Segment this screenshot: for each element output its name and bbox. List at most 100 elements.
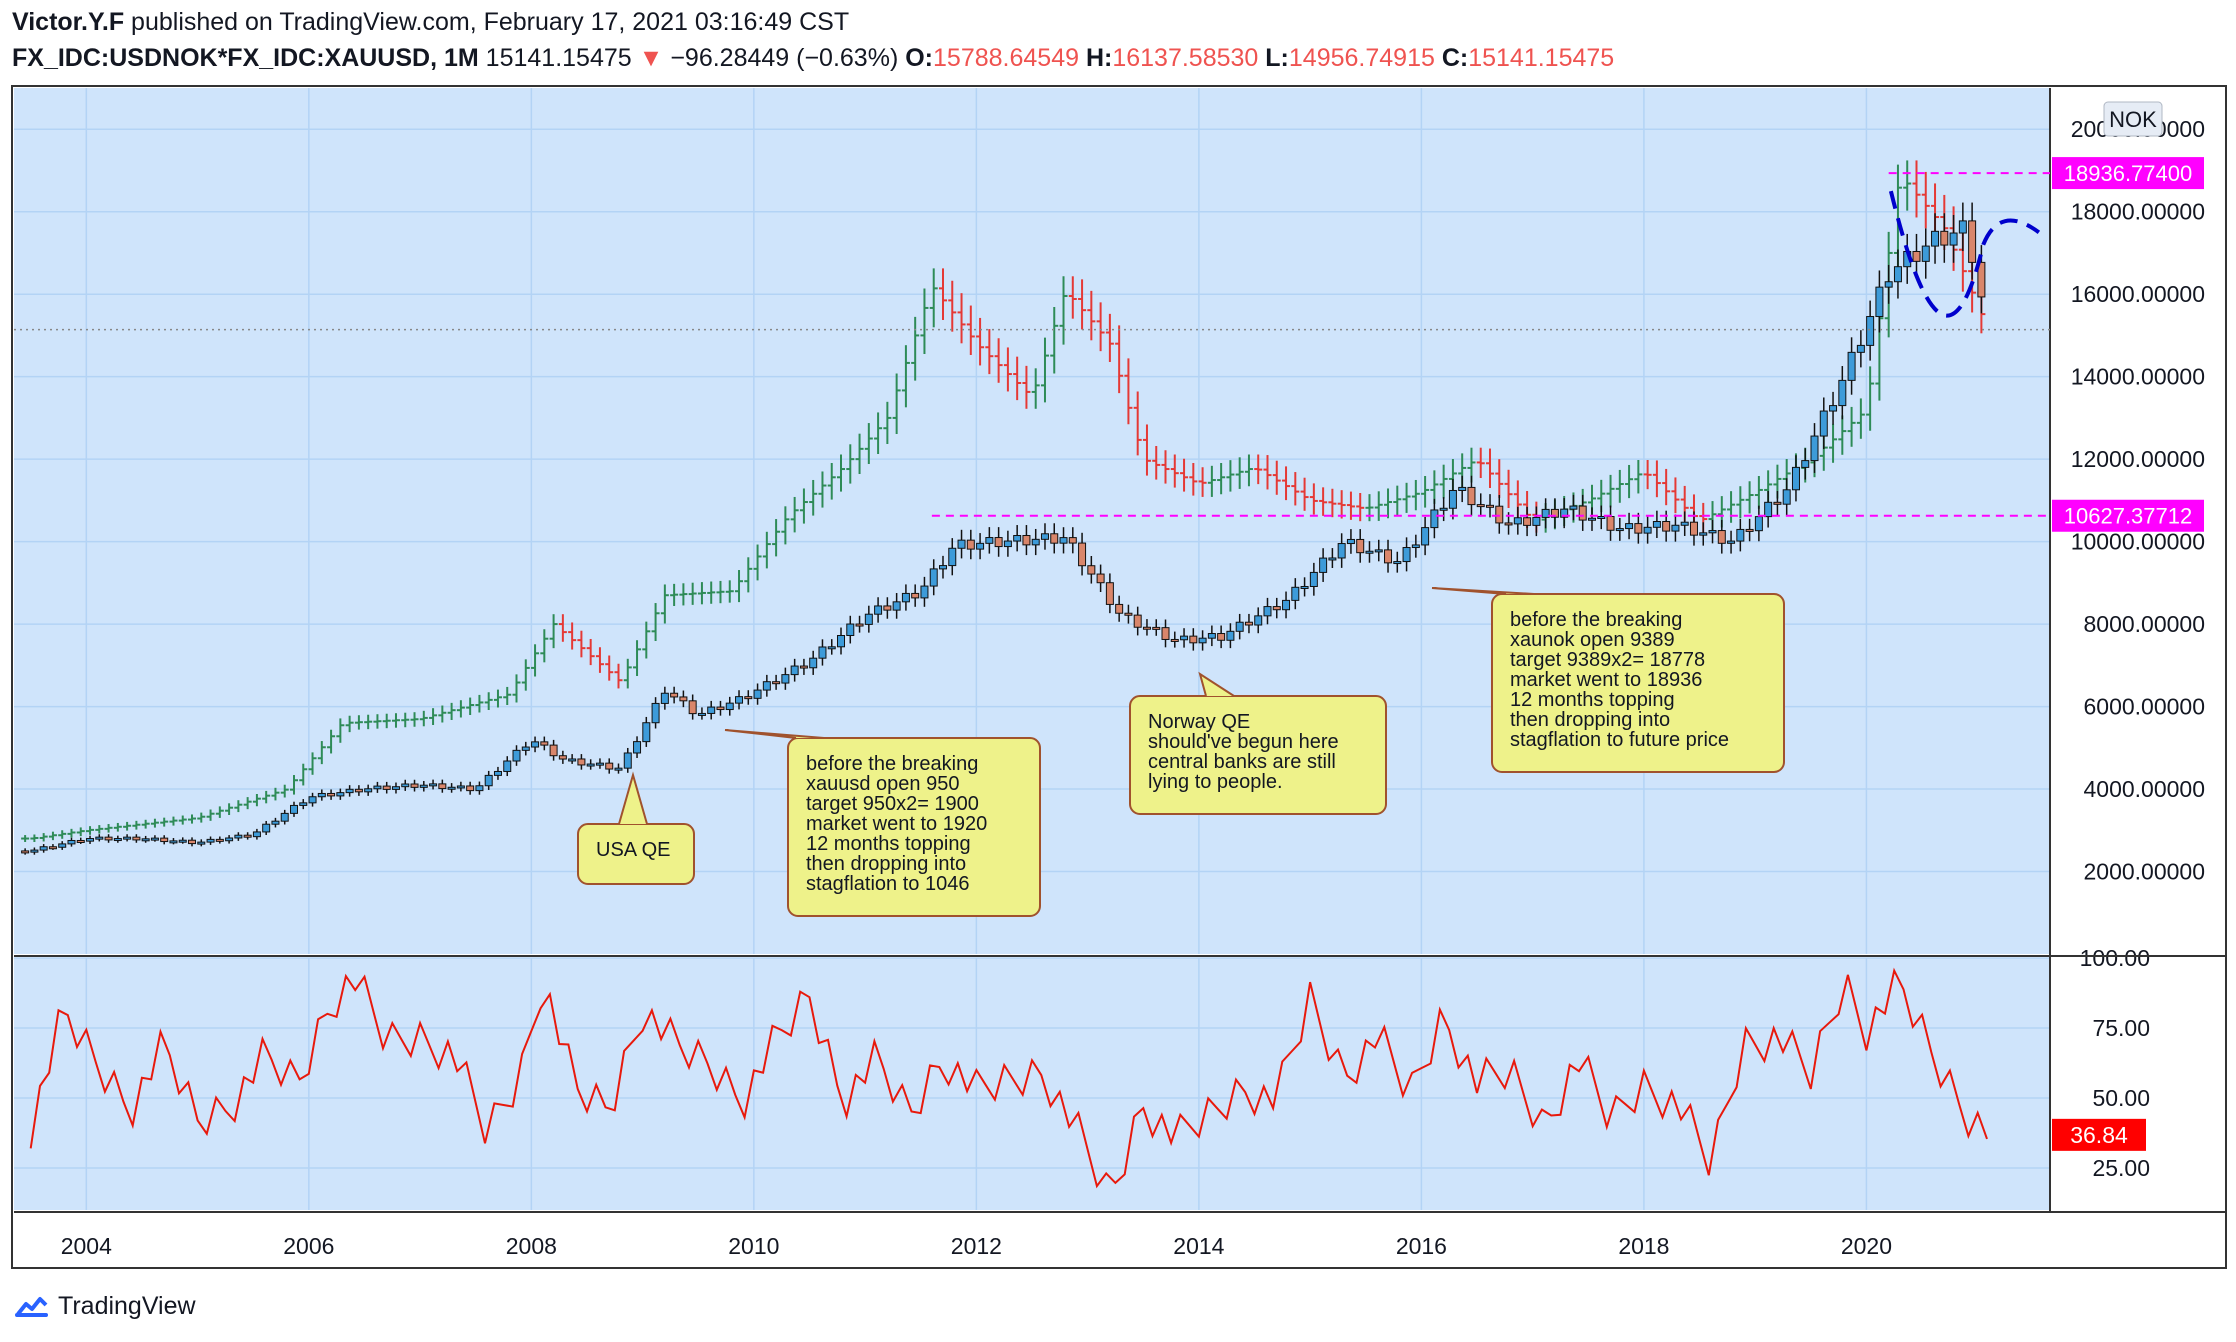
candle-body	[697, 712, 706, 716]
open-label: O:	[905, 44, 934, 72]
candle-body	[1801, 460, 1810, 468]
candle-body	[1300, 585, 1309, 589]
rsi-line[interactable]	[29, 967, 1988, 1189]
candle-body	[21, 850, 30, 854]
candle-body	[1031, 538, 1040, 546]
candle-body	[1597, 515, 1606, 519]
candle-body	[169, 840, 178, 844]
candle-body	[1652, 521, 1661, 528]
candle-body	[1680, 521, 1689, 526]
candle-body	[938, 565, 947, 570]
candle-body	[178, 839, 187, 843]
candle-body	[475, 785, 484, 792]
candle-body	[753, 689, 762, 699]
candle-body	[846, 623, 855, 637]
candle-body	[1198, 637, 1207, 644]
candle-body	[1495, 505, 1504, 524]
candle-body	[456, 785, 465, 789]
candle-body	[1829, 405, 1838, 412]
candle-body	[1467, 486, 1476, 506]
footer-brand[interactable]: TradingView	[14, 1292, 196, 1321]
candle-body	[364, 788, 373, 793]
candle-body	[1634, 523, 1643, 534]
candle-body	[586, 763, 595, 767]
candle-body	[614, 767, 623, 771]
candle-body	[262, 823, 271, 833]
tradingview-logo-icon	[15, 1296, 48, 1317]
candle-body	[837, 635, 846, 648]
candle-body	[1745, 528, 1754, 532]
candle-body	[1059, 537, 1068, 544]
candle-body	[1717, 530, 1726, 544]
annotation-usa-qe[interactable]: USA QE	[577, 771, 695, 885]
candle-body	[735, 696, 744, 704]
candle-body	[623, 752, 632, 769]
candle-body	[1235, 621, 1244, 632]
candle-body	[345, 788, 354, 794]
candle-body	[1040, 533, 1049, 540]
candle-body	[336, 792, 345, 797]
candle-body	[549, 744, 558, 757]
y-tick-label: 8000.00000	[2083, 611, 2205, 637]
candle-body	[1374, 549, 1383, 553]
y-tick-label: 2000.00000	[2083, 859, 2205, 885]
close-value: 15141.15475	[1468, 44, 1615, 72]
callout-text-line: xauusd open 950	[806, 773, 959, 795]
candle-body	[809, 657, 818, 669]
candle-body	[1309, 571, 1318, 587]
rsi-pane-background	[14, 958, 2050, 1210]
candle-body	[1977, 261, 1986, 298]
y-tick-label: 16000.00000	[2071, 281, 2205, 307]
callout-text-line: before the breaking	[806, 753, 978, 775]
candle-body	[1513, 517, 1522, 525]
candle-body	[1319, 557, 1328, 573]
candle-body	[1124, 612, 1133, 616]
currency-badge	[2103, 101, 2163, 137]
candle-body	[317, 792, 326, 798]
candle-body	[1569, 505, 1578, 510]
candle-body	[1625, 523, 1634, 530]
candle-body	[1189, 635, 1198, 644]
candle-body	[95, 836, 104, 840]
callout-text-line: xaunok open 9389	[1510, 629, 1675, 651]
callout-box	[1491, 593, 1785, 773]
x-tick-label: 2018	[1618, 1233, 1669, 1259]
callout-text-line: target 950x2= 1900	[806, 793, 979, 815]
candle-body	[1838, 379, 1847, 407]
candle-body	[1782, 489, 1791, 505]
candle-body	[577, 758, 586, 766]
candle-body	[1541, 508, 1550, 518]
candle-body	[679, 696, 688, 702]
y-tick-label: 14000.00000	[2071, 364, 2205, 390]
candle-body	[1736, 528, 1745, 542]
candle-body	[1958, 220, 1967, 234]
candle-body	[855, 623, 864, 627]
candle-body	[188, 839, 197, 845]
candle-body	[1606, 515, 1615, 531]
candle-body	[540, 741, 549, 746]
author-name[interactable]: Victor.Y.F	[12, 8, 125, 36]
candle-body	[1754, 516, 1763, 532]
down-arrow-icon: ▼	[638, 44, 664, 72]
candle-body	[1940, 230, 1949, 246]
candle-body	[1291, 586, 1300, 601]
candle-body	[1087, 565, 1096, 575]
x-tick-label: 2012	[951, 1233, 1002, 1259]
candle-body	[707, 706, 716, 714]
candle-body	[818, 646, 827, 659]
candle-body	[289, 804, 298, 814]
candle-body	[1560, 508, 1569, 518]
candle-body	[466, 785, 475, 792]
candle-body	[1411, 544, 1420, 549]
level-price-tag-upper	[2052, 157, 2204, 190]
chart-frame	[11, 85, 2227, 1269]
candle-body	[1402, 547, 1411, 563]
candle-body	[1393, 561, 1402, 565]
publish-line: Victor.Y.F published on TradingView.com,…	[12, 8, 849, 37]
projection-curve[interactable]	[1888, 190, 2041, 318]
candle-body	[1207, 633, 1216, 639]
